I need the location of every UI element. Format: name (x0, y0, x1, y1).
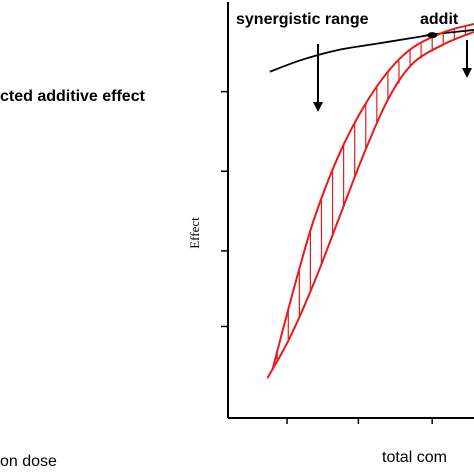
additive-arrow-head (462, 68, 472, 78)
synergistic-arrow-head (313, 102, 323, 112)
synergy-hatching (276, 26, 466, 361)
chart-axes (221, 2, 474, 424)
chart-curves (266, 23, 474, 379)
left-x-axis-label: on dose (0, 453, 57, 470)
annotation-arrows (313, 40, 472, 112)
expected-additive-effect-label: cted additive effect (0, 88, 146, 105)
additive-label: addit (420, 11, 459, 28)
observed-lower-curve (266, 31, 474, 379)
x-axis-label: total com (382, 449, 447, 466)
intersection-marker (427, 32, 438, 39)
synergistic-range-label: synergistic range (236, 11, 369, 28)
observed-upper-curve (271, 23, 474, 371)
y-axis-label: Effect (187, 217, 202, 249)
